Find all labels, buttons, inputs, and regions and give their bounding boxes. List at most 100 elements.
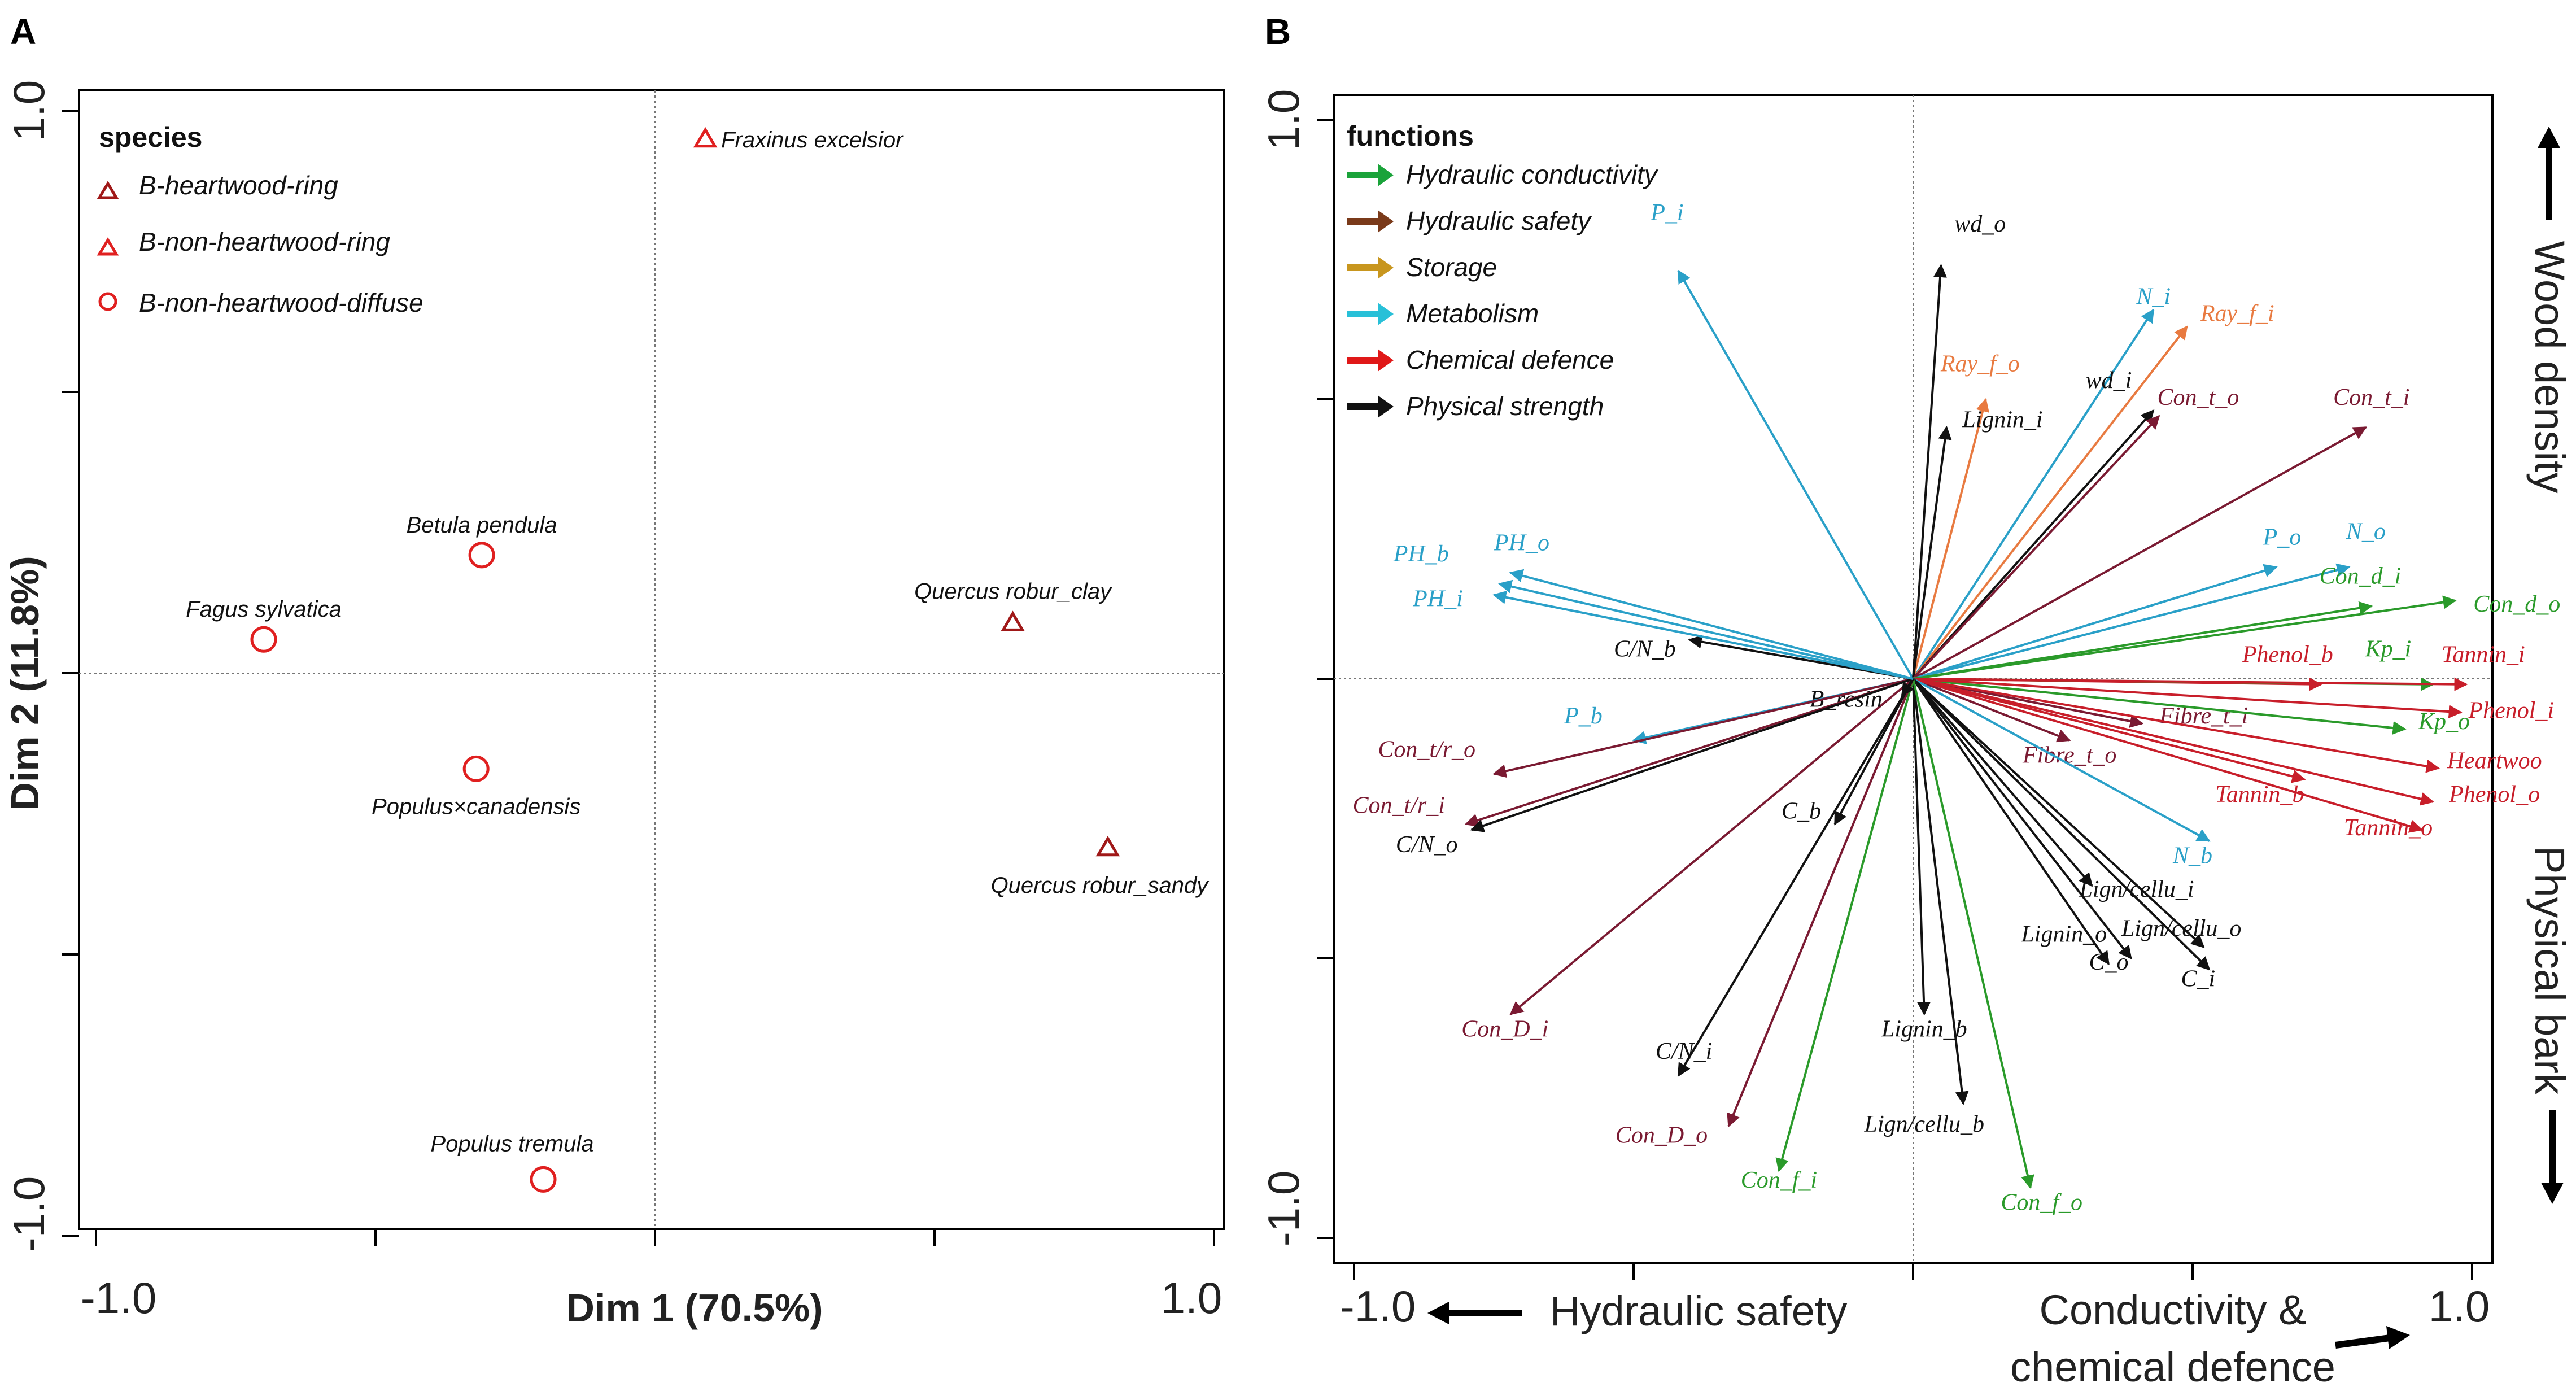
biplot-vector-label: Con_D_i	[1461, 1017, 1548, 1043]
panel-a-legend-entry-label: B-heartwood-ring	[139, 171, 338, 200]
panel-b-x-ticks	[1353, 1263, 2473, 1280]
panel-b-legend-entry-label: Metabolism	[1406, 299, 1539, 328]
biplot-vector-label: Fibre_t_i	[2159, 703, 2248, 729]
biplot-vector-label: C/N_b	[1614, 636, 1676, 662]
scatter-point-label: Populus tremula	[430, 1131, 593, 1156]
panel-a-x-tick-label-max: 1.0	[1161, 1273, 1222, 1323]
panel-b-legend-entry-label: Storage	[1406, 252, 1497, 282]
biplot-vector	[1913, 678, 2071, 743]
biplot-vector	[1498, 579, 1914, 680]
biplot-vector-label: Con_f_i	[1741, 1167, 1817, 1193]
biplot-vector-label: N_o	[2346, 519, 2386, 545]
panel-b-legend-entry-label: Chemical defence	[1406, 345, 1614, 374]
biplot-vector	[1912, 415, 2160, 680]
biplot-vector-label: wd_i	[2086, 368, 2132, 394]
panel-b-annotation-conductivity-line2: chemical defence	[2010, 1344, 2335, 1387]
biplot-vector-label: C/N_i	[1656, 1039, 1712, 1065]
biplot-vector-label: Con_t/r_i	[1353, 793, 1445, 819]
biplot-vector-label: Tannin_b	[2215, 782, 2304, 808]
biplot-vector-label: PH_b	[1393, 541, 1449, 567]
panel-b-x-tick-label-max: 1.0	[2429, 1281, 2490, 1331]
biplot-vector-label: C_i	[2181, 966, 2216, 992]
biplot-vector	[1913, 563, 2351, 680]
panel-a-legend: species B-heartwood-ring B-non-heartwood…	[97, 121, 423, 317]
panel-a-y-axis-title: Dim 2 (11.8%)	[3, 556, 47, 810]
panel-b-x-tick-label-min: -1.0	[1340, 1281, 1416, 1331]
biplot-vector	[1913, 678, 2424, 833]
biplot-vector	[1912, 264, 1948, 679]
biplot-vector	[1901, 678, 1915, 697]
panel-b-legend-entry-label: Hydraulic safety	[1406, 206, 1592, 235]
scatter-point	[693, 127, 718, 148]
biplot-vector-label: Phenol_o	[2448, 782, 2540, 808]
biplot-vector-label: Kp_o	[2418, 709, 2470, 735]
biplot-vector-label: Tannin_o	[2344, 815, 2433, 841]
scatter-point	[1095, 835, 1120, 857]
panel-b-legend-title: functions	[1347, 120, 1474, 152]
biplot-vector	[1913, 678, 2440, 773]
arrow-down-icon	[2541, 1183, 2564, 1204]
biplot-vector-label: Lign/cellu_b	[1864, 1111, 1984, 1137]
biplot-vector	[1913, 677, 2468, 691]
biplot-vector	[1913, 678, 2435, 806]
scatter-point	[530, 1166, 557, 1193]
biplot-vector	[1913, 678, 2211, 842]
arrow-up-icon	[2538, 127, 2560, 148]
biplot-vector-label: N_b	[2172, 843, 2212, 869]
panel-a-plot-frame	[78, 89, 1225, 1230]
biplot-vector-label: Con_d_o	[2473, 591, 2560, 617]
panel-b-y-tick-label-max: 1.0	[1259, 89, 1308, 150]
biplot-vector	[1912, 678, 2110, 965]
scatter-point-label: Fraxinus excelsior	[721, 128, 904, 152]
legend-arrow-icon	[1378, 164, 1394, 186]
biplot-vector	[1913, 678, 2463, 719]
panel-a-x-ticks	[95, 1229, 1215, 1246]
biplot-vector-label: P_i	[1650, 200, 1683, 226]
biplot-vector	[1913, 426, 2367, 680]
biplot-vector-label: Con_d_i	[2320, 564, 2402, 590]
legend-arrow-icon	[1378, 210, 1394, 233]
scatter-point-label: Betula pendula	[407, 513, 557, 538]
biplot-vector	[1912, 678, 2034, 1189]
scatter-point-label: Quercus robur_clay	[914, 579, 1113, 604]
biplot-vector-label: Phenol_i	[2468, 697, 2554, 723]
biplot-vector-label: Phenol_b	[2242, 642, 2333, 668]
biplot-vector	[1913, 678, 2306, 783]
scatter-point	[1001, 610, 1025, 631]
biplot-vector-label: Lign/cellu_o	[2121, 915, 2241, 941]
panel-a-x-axis-title: Dim 1 (70.5%)	[566, 1286, 823, 1330]
panel-a-y-ticks	[62, 110, 79, 1237]
arrow-right-icon	[2335, 1334, 2395, 1349]
legend-triangle-icon	[97, 181, 119, 199]
biplot-vector-label: C/N_o	[1396, 832, 1458, 858]
panel-b-axis-annotations: Hydraulic safety Conductivity & chemical…	[1427, 127, 2573, 1387]
biplot-vector-label: PH_i	[1412, 586, 1463, 612]
panel-b-y-tick-label-min: -1.0	[1259, 1171, 1308, 1246]
biplot-vector	[1912, 678, 2093, 887]
biplot-vector-label: Lignin_i	[1962, 407, 2042, 433]
biplot-vector-label: Heartwoo	[2447, 748, 2542, 774]
biplot-vector-label: Con_t_i	[2333, 385, 2409, 411]
biplot-vector-label: P_o	[2263, 524, 2302, 550]
biplot-vector	[1727, 678, 1914, 1128]
legend-arrow-icon	[1378, 349, 1394, 372]
biplot-vector-label: Tannin_i	[2442, 642, 2525, 668]
scatter-point-label: Populus×canadensis	[372, 794, 580, 819]
biplot-vector	[1470, 678, 1914, 832]
biplot-vector-label: Con_D_o	[1616, 1123, 1708, 1149]
panel-b-legend-entry-label: Physical strength	[1406, 391, 1604, 421]
biplot-vector-label: Con_f_o	[2001, 1190, 2082, 1216]
biplot-vector	[1492, 590, 1914, 680]
panel-a-legend-entry-label: B-non-heartwood-ring	[139, 227, 390, 256]
legend-arrow-icon	[1378, 395, 1394, 418]
biplot-vector-label: Ray_f_i	[2200, 300, 2274, 326]
biplot-vector-label: C_b	[1782, 799, 1821, 825]
biplot-vector-label: PH_o	[1494, 530, 1549, 556]
scatter-point	[250, 626, 277, 653]
biplot-vector-label: N_i	[2136, 284, 2171, 310]
panel-b-legend-entries: Hydraulic conductivity Hydraulic safety St…	[1347, 160, 1659, 421]
legend-triangle-icon	[97, 237, 119, 256]
scatter-point	[468, 542, 495, 569]
legend-circle-icon	[98, 292, 117, 311]
